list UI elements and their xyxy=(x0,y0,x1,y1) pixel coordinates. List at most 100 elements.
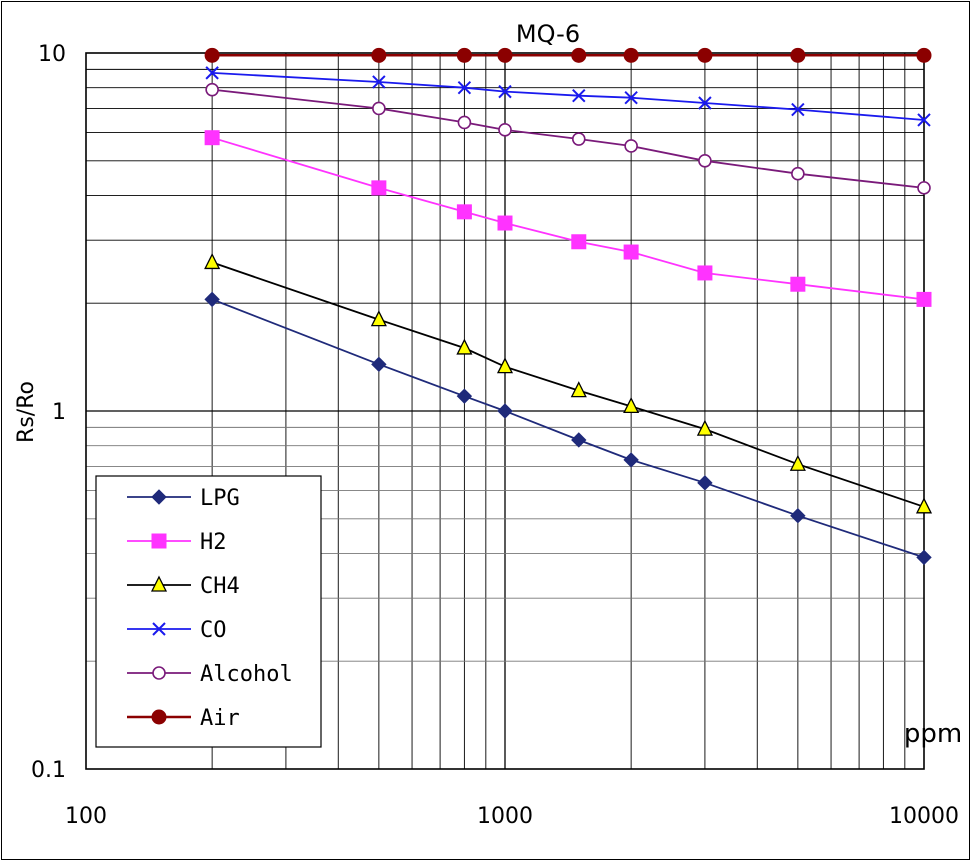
data-point xyxy=(204,47,220,63)
data-point xyxy=(372,75,386,89)
data-point xyxy=(572,88,586,103)
legend-item-h2: H2 xyxy=(127,530,227,555)
x-tick-label: 10000 xyxy=(889,804,959,829)
x-stroke xyxy=(498,84,512,99)
x-stroke xyxy=(791,102,805,117)
data-point xyxy=(570,381,587,398)
x-stroke xyxy=(624,91,638,105)
data-point xyxy=(496,357,514,374)
data-point xyxy=(497,215,513,231)
data-point xyxy=(456,204,472,220)
x-tick-label: 100 xyxy=(65,804,107,829)
data-point xyxy=(790,507,806,524)
legend-marker xyxy=(151,709,167,725)
x-stroke xyxy=(457,80,472,95)
data-point xyxy=(789,454,806,471)
legend-label: CH4 xyxy=(200,574,240,599)
legend-item-co: CO xyxy=(127,618,227,643)
data-point xyxy=(371,47,387,63)
data-point xyxy=(916,549,932,566)
x-tick-label: 1000 xyxy=(477,804,533,829)
legend-marker xyxy=(150,575,168,592)
data-point xyxy=(697,475,713,491)
series-h2 xyxy=(204,130,932,307)
x-stroke xyxy=(572,88,586,103)
legend-item-air: Air xyxy=(127,706,240,731)
data-point xyxy=(204,291,220,308)
x-stroke xyxy=(152,622,166,636)
legend-marker xyxy=(151,489,167,505)
data-point xyxy=(498,123,512,137)
legend-label: Air xyxy=(200,706,240,731)
data-point xyxy=(916,291,932,307)
data-point xyxy=(917,181,931,195)
data-point xyxy=(497,403,513,419)
legend-item-ch4: CH4 xyxy=(127,574,240,599)
y-tick-label: 10 xyxy=(38,42,66,67)
data-point xyxy=(624,91,638,105)
data-point xyxy=(456,338,473,355)
data-point xyxy=(456,47,472,63)
legend-label: CO xyxy=(200,618,227,643)
legend: LPG H2 CH4 CO Alcohol Air xyxy=(95,475,322,748)
data-point xyxy=(497,47,513,63)
x-stroke xyxy=(372,75,386,89)
y-axis-label: Rs/Ro xyxy=(14,381,39,443)
legend-label: H2 xyxy=(200,530,227,555)
chart-title: MQ-6 xyxy=(516,20,580,48)
data-point xyxy=(372,101,386,116)
data-point xyxy=(571,47,587,63)
series-lpg xyxy=(204,291,932,566)
data-point xyxy=(791,166,805,181)
legend-label: LPG xyxy=(200,486,240,511)
series-co xyxy=(205,66,931,127)
y-tick-label: 0.1 xyxy=(31,758,66,783)
legend-item-lpg: LPG xyxy=(127,486,240,511)
data-point xyxy=(917,113,931,127)
data-point xyxy=(205,82,219,97)
data-point xyxy=(623,244,639,260)
data-point xyxy=(624,139,638,153)
series-layer xyxy=(204,47,933,566)
data-point xyxy=(916,47,932,63)
legend-box xyxy=(95,475,322,748)
data-point xyxy=(623,452,639,468)
data-point xyxy=(571,132,586,146)
data-point xyxy=(698,153,712,168)
data-point xyxy=(791,102,805,117)
data-point xyxy=(498,84,512,99)
data-point xyxy=(457,115,472,130)
legend-marker xyxy=(152,666,166,680)
data-point xyxy=(371,180,387,196)
series-alcohol xyxy=(205,82,931,195)
x-stroke xyxy=(698,96,712,110)
data-point xyxy=(204,130,220,146)
x-stroke xyxy=(917,113,931,127)
series-ch4 xyxy=(204,252,933,514)
legend-item-alcohol: Alcohol xyxy=(127,662,293,687)
data-point xyxy=(371,356,387,373)
data-point xyxy=(456,388,473,404)
data-point xyxy=(204,252,221,270)
data-point xyxy=(457,80,472,95)
data-point xyxy=(623,47,639,63)
x-axis-label: ppm xyxy=(904,719,962,749)
data-point xyxy=(696,419,713,436)
legend-label: Alcohol xyxy=(200,662,293,687)
data-point xyxy=(915,497,933,514)
data-point xyxy=(790,47,806,63)
data-point xyxy=(697,47,713,63)
data-point xyxy=(623,396,640,414)
data-point xyxy=(698,96,712,110)
series-air xyxy=(204,47,932,63)
data-point xyxy=(205,66,219,80)
legend-marker xyxy=(152,622,166,636)
data-point xyxy=(571,432,587,448)
data-point xyxy=(790,276,806,292)
tick-labels: 100 1000 10000 0.1 1 10 xyxy=(31,42,959,829)
data-point xyxy=(697,265,713,281)
legend-marker xyxy=(151,533,167,549)
data-point xyxy=(571,234,587,250)
